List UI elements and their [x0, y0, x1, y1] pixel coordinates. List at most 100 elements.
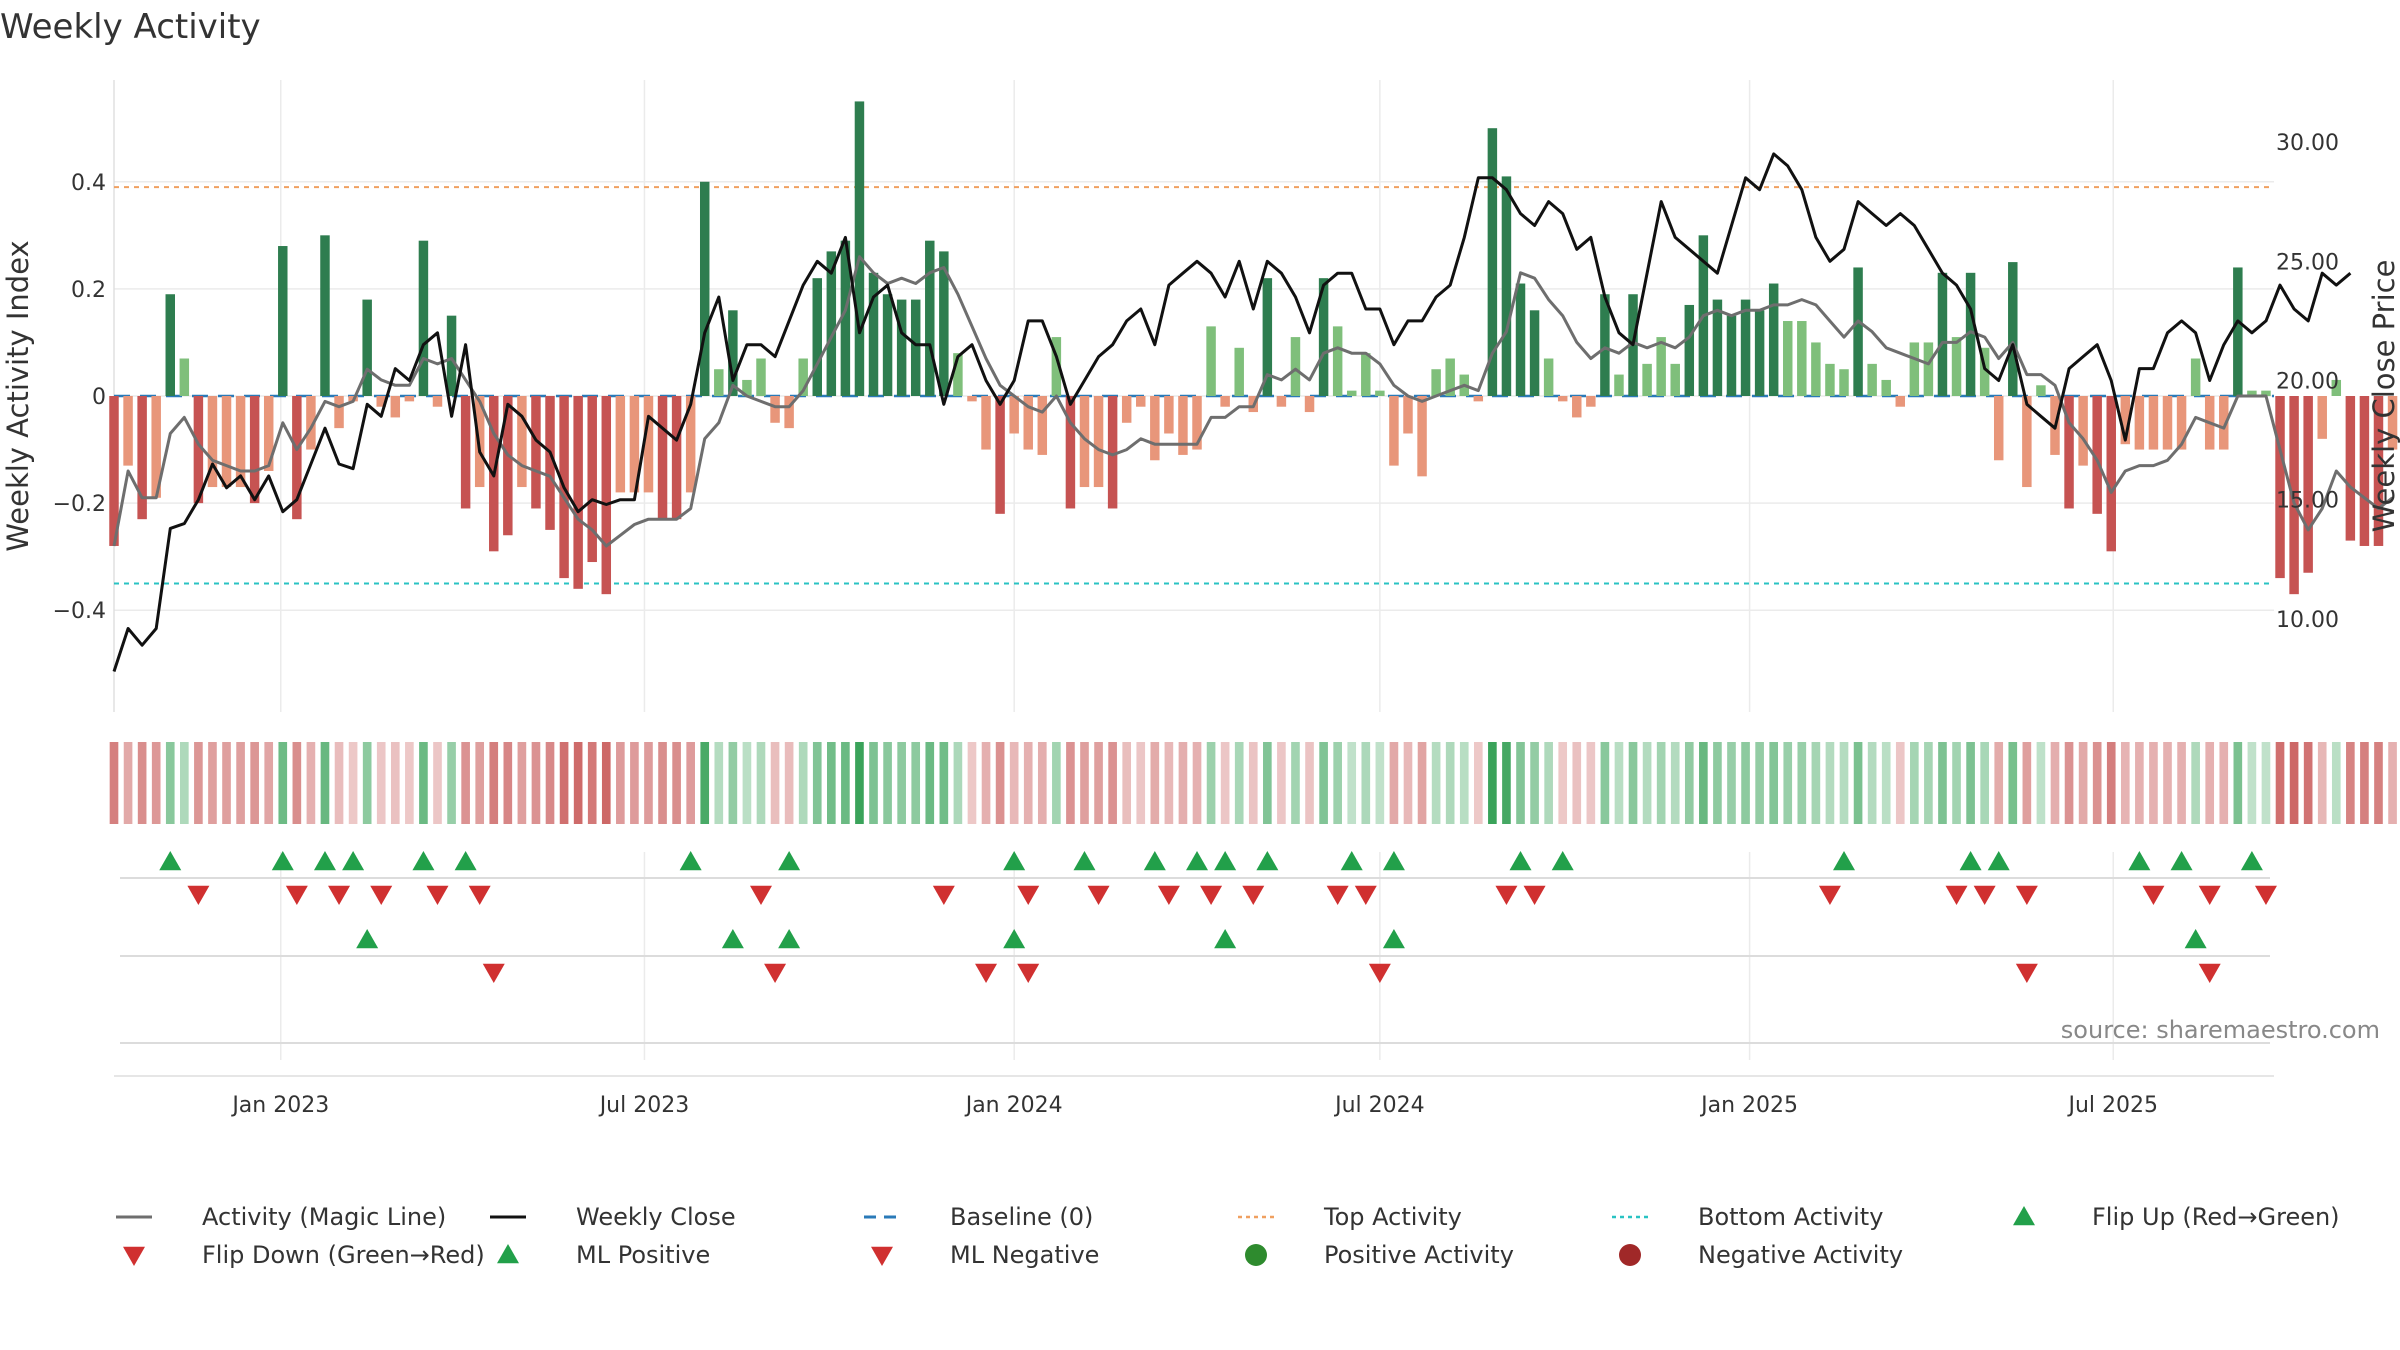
activity-bar [179, 358, 190, 396]
flip-up-marker [1256, 851, 1279, 871]
activity-bar [1501, 176, 1512, 396]
activity-bar [1979, 347, 1990, 396]
activity-strip-cell [2374, 742, 2383, 824]
flip-down-marker [187, 885, 210, 905]
activity-strip-cell [2360, 742, 2369, 824]
activity-bar [1445, 358, 1455, 396]
activity-bar [1797, 321, 1807, 396]
activity-bar [404, 396, 415, 402]
activity-strip-cell [1516, 742, 1525, 824]
activity-bar [1023, 396, 1033, 450]
activity-bar [1375, 390, 1385, 396]
activity-strip-cell [250, 742, 259, 824]
activity-strip-cell [658, 742, 667, 824]
activity-bar [292, 396, 302, 520]
flip-up-marker [2128, 851, 2151, 871]
activity-strip-cell [1417, 742, 1427, 824]
activity-strip-cell [559, 742, 569, 824]
activity-strip-cell [601, 742, 611, 824]
activity-bar [2373, 396, 2384, 546]
flip-up-marker [159, 851, 182, 871]
activity-strip-cell [2064, 742, 2074, 824]
left-y-tick-labels: 0.4 0.2 0 −0.2 −0.4 [53, 171, 106, 624]
activity-bar [1923, 342, 1934, 396]
activity-bar [601, 396, 612, 595]
activity-bar [1431, 369, 1441, 396]
activity-strip-cell [1291, 742, 1300, 824]
activity-bar [123, 396, 133, 466]
activity-bar [1304, 396, 1315, 413]
activity-strip-cell [517, 742, 527, 824]
activity-bar [109, 396, 119, 546]
activity-strip-cell [390, 742, 400, 824]
ml-negative-marker [2015, 963, 2038, 983]
activity-strip-cell [1263, 742, 1272, 824]
activity-bar [657, 396, 668, 520]
activity-strip-cell [1881, 742, 1891, 824]
ml-negative-marker [1017, 963, 1040, 983]
activity-bar [1811, 342, 1821, 396]
left-tick-label: −0.4 [53, 599, 106, 624]
activity-bar [939, 251, 949, 396]
activity-bar [742, 379, 752, 396]
activity-bar [2247, 390, 2257, 396]
legend-label: Negative Activity [1698, 1241, 1903, 1269]
activity-bar [714, 369, 724, 396]
activity-bar [1768, 283, 1779, 396]
activity-strip-cell [208, 742, 217, 824]
activity-bar [812, 278, 822, 396]
activity-bar [376, 396, 386, 407]
activity-bar [1965, 272, 1976, 396]
activity-strip-cell [180, 742, 189, 824]
activity-bar [770, 396, 780, 423]
left-tick-label: 0 [92, 385, 106, 410]
activity-strip-cell [447, 742, 456, 824]
magic-line [112, 255, 2394, 548]
flip-down-marker [1973, 885, 1996, 905]
activity-strip-cell [883, 742, 892, 824]
activity-strip-cell [1403, 742, 1413, 824]
activity-strip-cell [137, 742, 147, 824]
activity-strip-cell [2163, 742, 2172, 824]
flip-up-marker [1003, 851, 1026, 871]
activity-bar [784, 396, 794, 429]
activity-bar [2303, 396, 2313, 573]
activity-strip-cell [461, 742, 470, 824]
activity-strip-cell [1206, 742, 1216, 824]
activity-strip-cell [1023, 742, 1033, 824]
ml-positive-marker [356, 929, 379, 949]
activity-strip-cell [1727, 742, 1736, 824]
activity-bar [2190, 358, 2201, 396]
x-tick-label: Jan 2024 [964, 1093, 1063, 1118]
activity-strip-cell [1867, 742, 1877, 824]
flip-down-marker [2142, 885, 2165, 905]
ml-positive-marker [1382, 929, 1405, 949]
activity-bar [2092, 396, 2102, 514]
flip-down-marker [1945, 885, 1968, 905]
activity-strip-cell [1755, 742, 1764, 824]
activity-bar [249, 396, 260, 504]
activity-bar [1136, 396, 1146, 407]
activity-strip-cell [222, 742, 231, 824]
activity-bar [263, 396, 274, 471]
activity-bar [1346, 390, 1357, 396]
gridlines [114, 80, 2274, 1060]
activity-strip-cell [1150, 742, 1160, 824]
activity-strip-cell [1445, 742, 1455, 824]
flip-up-marker [342, 851, 365, 871]
activity-bar [1150, 396, 1160, 461]
flip-up-marker [1382, 851, 1405, 871]
activity-strip-cell [897, 742, 906, 824]
flip-down-marker [1818, 885, 1841, 905]
activity-strip-cell [320, 742, 330, 824]
activity-strip-cell [1178, 742, 1188, 824]
activity-bar [432, 396, 443, 407]
activity-bar [1684, 304, 1695, 396]
activity-strip-cell [1994, 742, 2004, 824]
activity-bar [2233, 267, 2243, 396]
right-tick-label: 10.00 [2276, 608, 2339, 633]
activity-bar [1065, 396, 1076, 509]
activity-strip-cell [827, 742, 836, 824]
activity-bar [1726, 315, 1737, 396]
legend-swatch [2013, 1206, 2035, 1226]
